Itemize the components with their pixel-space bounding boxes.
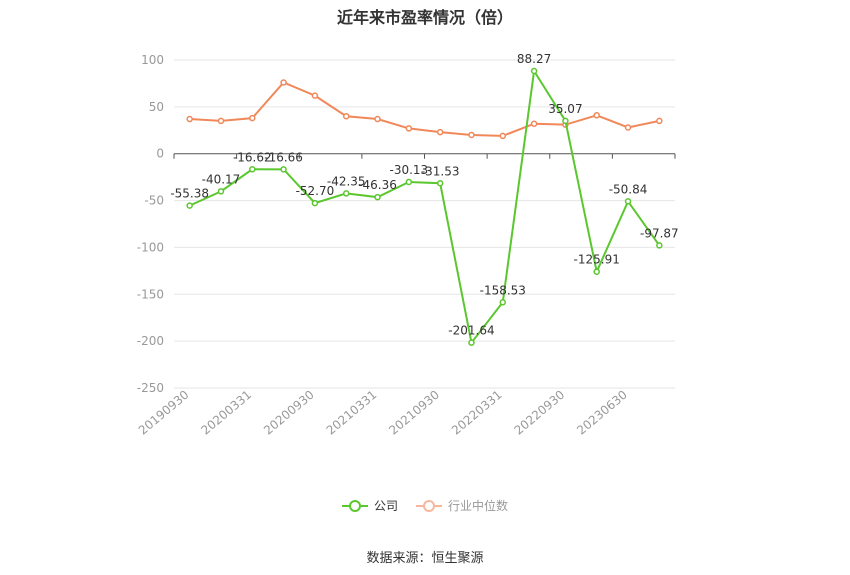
data-point-company	[530, 67, 538, 75]
data-point-industry	[280, 79, 287, 86]
data-point-company	[656, 242, 663, 249]
data-point-industry	[374, 115, 381, 123]
x-tick-label: 20220331	[449, 388, 505, 438]
data-label: -42.35	[327, 174, 366, 188]
data-label: 35.07	[548, 102, 582, 116]
series-line-company	[189, 68, 661, 346]
data-label: -46.36	[358, 178, 397, 192]
data-point-industry	[436, 128, 444, 136]
data-point-industry	[342, 112, 350, 120]
data-point-industry	[249, 114, 256, 122]
data-point-company	[280, 166, 287, 173]
data-point-industry	[656, 117, 663, 125]
data-point-company	[593, 268, 600, 275]
legend-company-label: 公司	[373, 499, 398, 513]
y-tick-label: -200	[137, 334, 164, 348]
data-label: -97.87	[640, 226, 679, 240]
x-tick-label: 20230630	[574, 388, 630, 438]
series-line-industry	[189, 81, 660, 137]
data-source: 数据来源：恒生聚源	[366, 551, 484, 566]
data-point-industry	[405, 125, 413, 132]
data-point-industry	[499, 132, 507, 140]
legend-industry-label: 行业中位数	[448, 499, 509, 513]
data-point-company	[499, 299, 507, 306]
legend-company-symbol	[341, 499, 368, 513]
data-point-industry	[468, 131, 475, 139]
x-tick-label: 20200331	[198, 388, 254, 438]
data-point-industry	[530, 120, 538, 127]
data-point-company	[405, 178, 413, 186]
x-tick-label: 20190930	[136, 388, 192, 438]
data-point-company	[217, 188, 225, 195]
data-label: -158.53	[480, 283, 526, 297]
x-tick-label: 20210331	[324, 388, 380, 438]
data-label: -16.62	[233, 150, 272, 164]
data-point-company	[374, 193, 381, 201]
y-tick-label: 50	[149, 100, 164, 114]
data-label: -52.70	[296, 184, 335, 198]
data-point-company	[468, 339, 475, 346]
data-label: -16.66	[264, 150, 303, 164]
legend-industry-symbol	[416, 499, 442, 513]
y-tick-label: 100	[141, 53, 164, 67]
chart-legend: 公司 行业中位数	[0, 497, 850, 514]
data-point-industry	[186, 115, 193, 123]
data-point-company	[311, 199, 319, 207]
legend-item-company[interactable]: 公司	[341, 497, 398, 514]
data-label: -30.13	[390, 163, 429, 177]
data-point-industry	[217, 117, 225, 125]
data-label: -50.84	[609, 182, 648, 196]
data-point-industry	[624, 124, 632, 131]
chart-title: 近年来市盈率情况（倍）	[336, 8, 513, 27]
data-point-company	[624, 198, 632, 205]
data-label: -55.38	[170, 187, 209, 201]
legend-item-industry[interactable]: 行业中位数	[416, 497, 508, 514]
y-tick-label: -50	[144, 194, 164, 208]
x-tick-label: 20200930	[261, 388, 317, 438]
data-label: -201.64	[448, 324, 494, 338]
x-tick-label: 20210930	[386, 388, 442, 438]
data-label: 88.27	[517, 52, 551, 66]
y-tick-label: -250	[137, 381, 164, 395]
data-point-company	[562, 117, 569, 125]
y-tick-label: 0	[156, 147, 164, 161]
data-point-company	[186, 202, 193, 209]
data-label: -31.53	[421, 164, 460, 178]
data-label: -40.17	[202, 172, 241, 186]
data-label: -125.91	[574, 253, 620, 267]
y-tick-label: -150	[137, 287, 164, 301]
y-tick-label: -100	[137, 240, 164, 254]
data-point-industry	[593, 112, 600, 119]
x-tick-label: 20220930	[512, 388, 568, 438]
data-point-industry	[311, 92, 319, 99]
data-point-company	[342, 190, 350, 197]
data-point-company	[436, 180, 444, 187]
data-point-company	[249, 166, 256, 173]
